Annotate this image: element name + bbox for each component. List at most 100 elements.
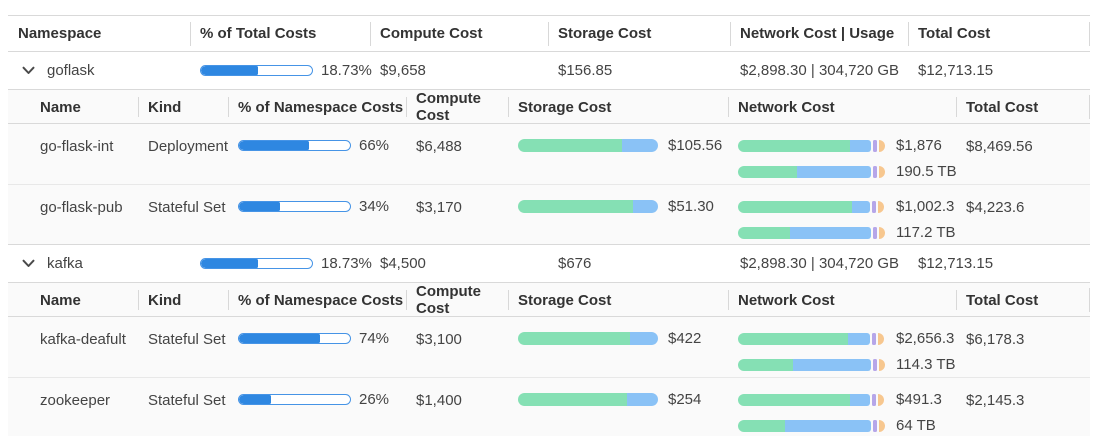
workload-total-cost: $8,469.56 [966,138,1033,155]
percent-namespace-label: 66% [359,137,390,154]
namespace-row[interactable]: kafka 18.73% $4,500 $676 $2,898.30 | 304… [8,245,1090,283]
col-header-total-cost: Total Cost [908,16,1090,51]
percent-namespace-label: 26% [359,391,390,408]
workload-row[interactable]: zookeeper Stateful Set 26% $1,400 [8,377,1090,436]
workload-name: go-flask-pub [40,199,123,216]
workload-kind: Deployment [148,138,229,155]
workload-compute-cost: $6,488 [416,138,462,155]
workload-storage-cell: $51.30 [508,185,728,244]
col-header-pct-total-costs: % of Total Costs [190,16,370,51]
workload-total-cost: $2,145.3 [966,392,1025,409]
workload-network-cell: $1,002.3 117.2 TB [728,185,956,244]
network-usage-bar [738,226,886,239]
percent-total-label: 18.73% [321,255,372,272]
col-header-network-cost-usage: Network Cost | Usage [730,16,908,51]
subcol-header-network-cost: Network Cost [728,90,956,124]
network-cost-label: $491.3 [896,391,942,408]
network-usage-bar [738,358,886,371]
percent-namespace-label: 34% [359,198,390,215]
workload-pct-cell: 26% [228,378,406,436]
workload-name: go-flask-int [40,138,114,155]
sub-header-row: Name Kind % of Namespace Costs Compute C… [8,283,1090,317]
subcol-header-total-cost: Total Cost [956,90,1090,124]
storage-cost-bar [518,332,658,345]
subcol-header-storage-cost: Storage Cost [508,283,728,317]
network-usage-label: 190.5 TB [896,163,957,180]
workload-network-cell: $491.3 64 TB [728,378,956,436]
namespace-compute-cost: $4,500 [380,255,426,272]
workload-compute-cost: $3,100 [416,331,462,348]
percent-total-bar [200,65,313,76]
network-cost-bar [738,393,886,406]
namespace-network-cost-usage: $2,898.30 | 304,720 GB [740,62,900,79]
namespace-group-kafka: kafka 18.73% $4,500 $676 $2,898.30 | 304… [8,245,1090,436]
subcol-header-storage-cost: Storage Cost [508,90,728,124]
workload-row[interactable]: go-flask-pub Stateful Set 34% $3,170 [8,184,1090,244]
main-header-row: Namespace % of Total Costs Compute Cost … [8,16,1090,52]
network-cost-label: $1,876 [896,137,942,154]
subcol-header-name: Name [40,98,81,116]
workload-compute-cost: $3,170 [416,199,462,216]
workload-pct-cell: 34% [228,185,406,244]
storage-cost-label: $254 [668,391,702,408]
namespace-name: goflask [47,62,95,79]
subcol-header-network-cost: Network Cost [728,283,956,317]
workload-storage-cell: $254 [508,378,728,436]
storage-cost-bar [518,200,658,213]
percent-namespace-bar [238,201,351,212]
percent-total-bar [200,258,313,269]
subcol-header-kind: Kind [138,283,228,317]
subcol-header-pct-namespace-costs: % of Namespace Costs [228,90,406,124]
workload-pct-cell: 74% [228,317,406,377]
workload-subtable: Name Kind % of Namespace Costs Compute C… [8,90,1090,245]
percent-namespace-bar [238,333,351,344]
sub-header-row: Name Kind % of Namespace Costs Compute C… [8,90,1090,124]
storage-cost-label: $422 [668,330,702,347]
workload-subtable: Name Kind % of Namespace Costs Compute C… [8,283,1090,436]
workload-total-cost: $4,223.6 [966,199,1025,216]
workload-storage-cell: $105.56 [508,124,728,184]
storage-cost-bar [518,393,658,406]
network-cost-label: $1,002.3 [896,198,955,215]
workload-storage-cell: $422 [508,317,728,377]
network-cost-bar [738,332,886,345]
cost-table: Namespace % of Total Costs Compute Cost … [8,15,1090,436]
workload-row[interactable]: go-flask-int Deployment 66% $6,488 [8,124,1090,184]
subcol-header-total-cost: Total Cost [956,283,1090,317]
network-usage-bar [738,419,886,432]
network-cost-bar [738,139,886,152]
storage-cost-label: $105.56 [668,137,723,154]
namespace-total-cost: $12,713.15 [918,255,994,272]
chevron-down-icon[interactable] [22,66,35,75]
workload-name: kafka-deafult [40,331,126,348]
namespace-name-cell: kafka [8,245,190,282]
storage-cost-bar [518,139,658,152]
namespace-total-cost: $12,713.15 [918,62,994,79]
network-cost-bar [738,200,886,213]
workload-row[interactable]: kafka-deafult Stateful Set 74% $3,100 [8,317,1090,377]
namespace-compute-cost: $9,658 [380,62,426,79]
subcol-header-compute-cost: Compute Cost [406,283,508,317]
col-header-storage-cost: Storage Cost [548,16,730,51]
percent-total-label: 18.73% [321,62,372,79]
chevron-down-icon[interactable] [22,259,35,268]
col-header-namespace: Namespace [18,25,102,42]
workload-kind: Stateful Set [148,331,226,348]
namespace-pct-cell: 18.73% [190,52,372,89]
namespace-storage-cost: $156.85 [558,62,613,79]
network-cost-label: $2,656.3 [896,330,955,347]
percent-namespace-label: 74% [359,330,390,347]
namespace-row[interactable]: goflask 18.73% $9,658 $156.85 $2,898.30 … [8,52,1090,90]
namespace-name-cell: goflask [8,52,190,89]
network-usage-label: 64 TB [896,417,936,434]
subcol-header-name: Name [40,291,81,309]
namespace-network-cost-usage: $2,898.30 | 304,720 GB [740,255,900,272]
workload-kind: Stateful Set [148,392,226,409]
percent-namespace-bar [238,394,351,405]
network-usage-bar [738,165,886,178]
subcol-header-pct-namespace-costs: % of Namespace Costs [228,283,406,317]
network-usage-label: 117.2 TB [896,224,956,241]
subcol-header-kind: Kind [138,90,228,124]
workload-kind: Stateful Set [148,199,226,216]
